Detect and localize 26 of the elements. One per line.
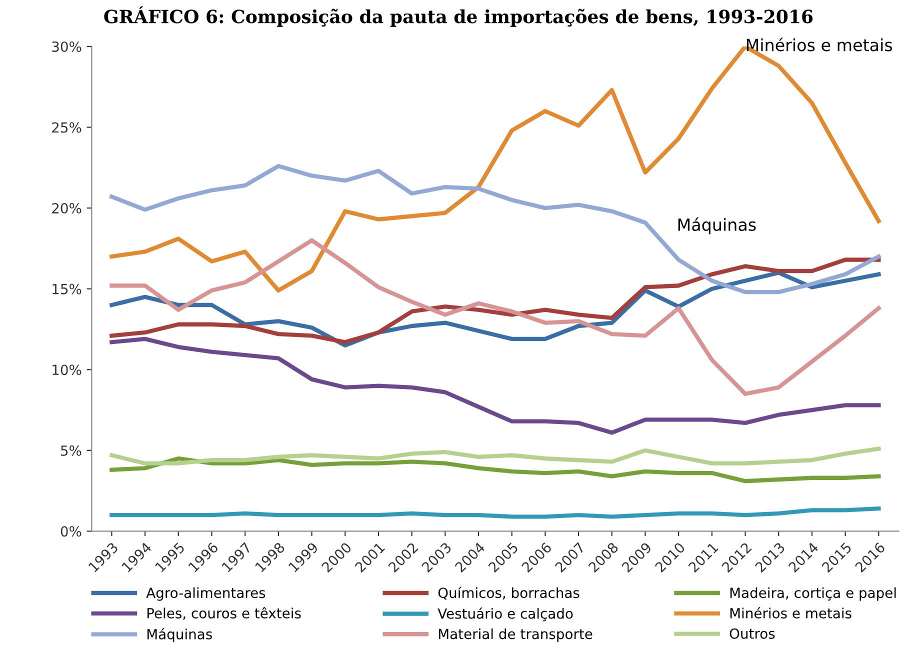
annotation: Minérios e metais — [746, 38, 892, 52]
y-tick-label: 20% — [52, 203, 82, 214]
line-series — [110, 506, 881, 519]
legend-label: Minérios e metais — [730, 607, 852, 618]
legend-label: Peles, couros e têxteis — [147, 607, 301, 620]
legend-label: Material de transporte — [438, 628, 592, 642]
annotation: Máquinas — [678, 217, 756, 234]
chart-title: GRÁFICO 6: Composição da pauta de importações de bens, 1993-2016 — [104, 6, 813, 27]
legend-label: Máquinas — [147, 628, 212, 642]
line-series — [110, 336, 881, 435]
line-series — [110, 446, 881, 466]
y-tick-label: 5% — [61, 445, 82, 456]
line-series — [110, 238, 881, 396]
line-series — [110, 164, 881, 294]
y-tick-label: 30% — [52, 41, 82, 52]
legend-label: Agro-alimentares — [146, 587, 266, 601]
legend-label: Químicos, borrachas — [438, 586, 580, 600]
legend-label: Vestuário e calçado — [438, 608, 573, 622]
y-tick-label: 0% — [60, 526, 82, 537]
line-series — [110, 456, 881, 484]
legend-label: Madeira, cortiça e papel — [730, 587, 896, 601]
legend-label: Outros — [730, 628, 775, 639]
y-tick-label: 10% — [52, 364, 82, 376]
y-tick-label: 15% — [52, 284, 82, 294]
line-series — [110, 258, 881, 344]
y-tick-label: 25% — [52, 122, 82, 133]
